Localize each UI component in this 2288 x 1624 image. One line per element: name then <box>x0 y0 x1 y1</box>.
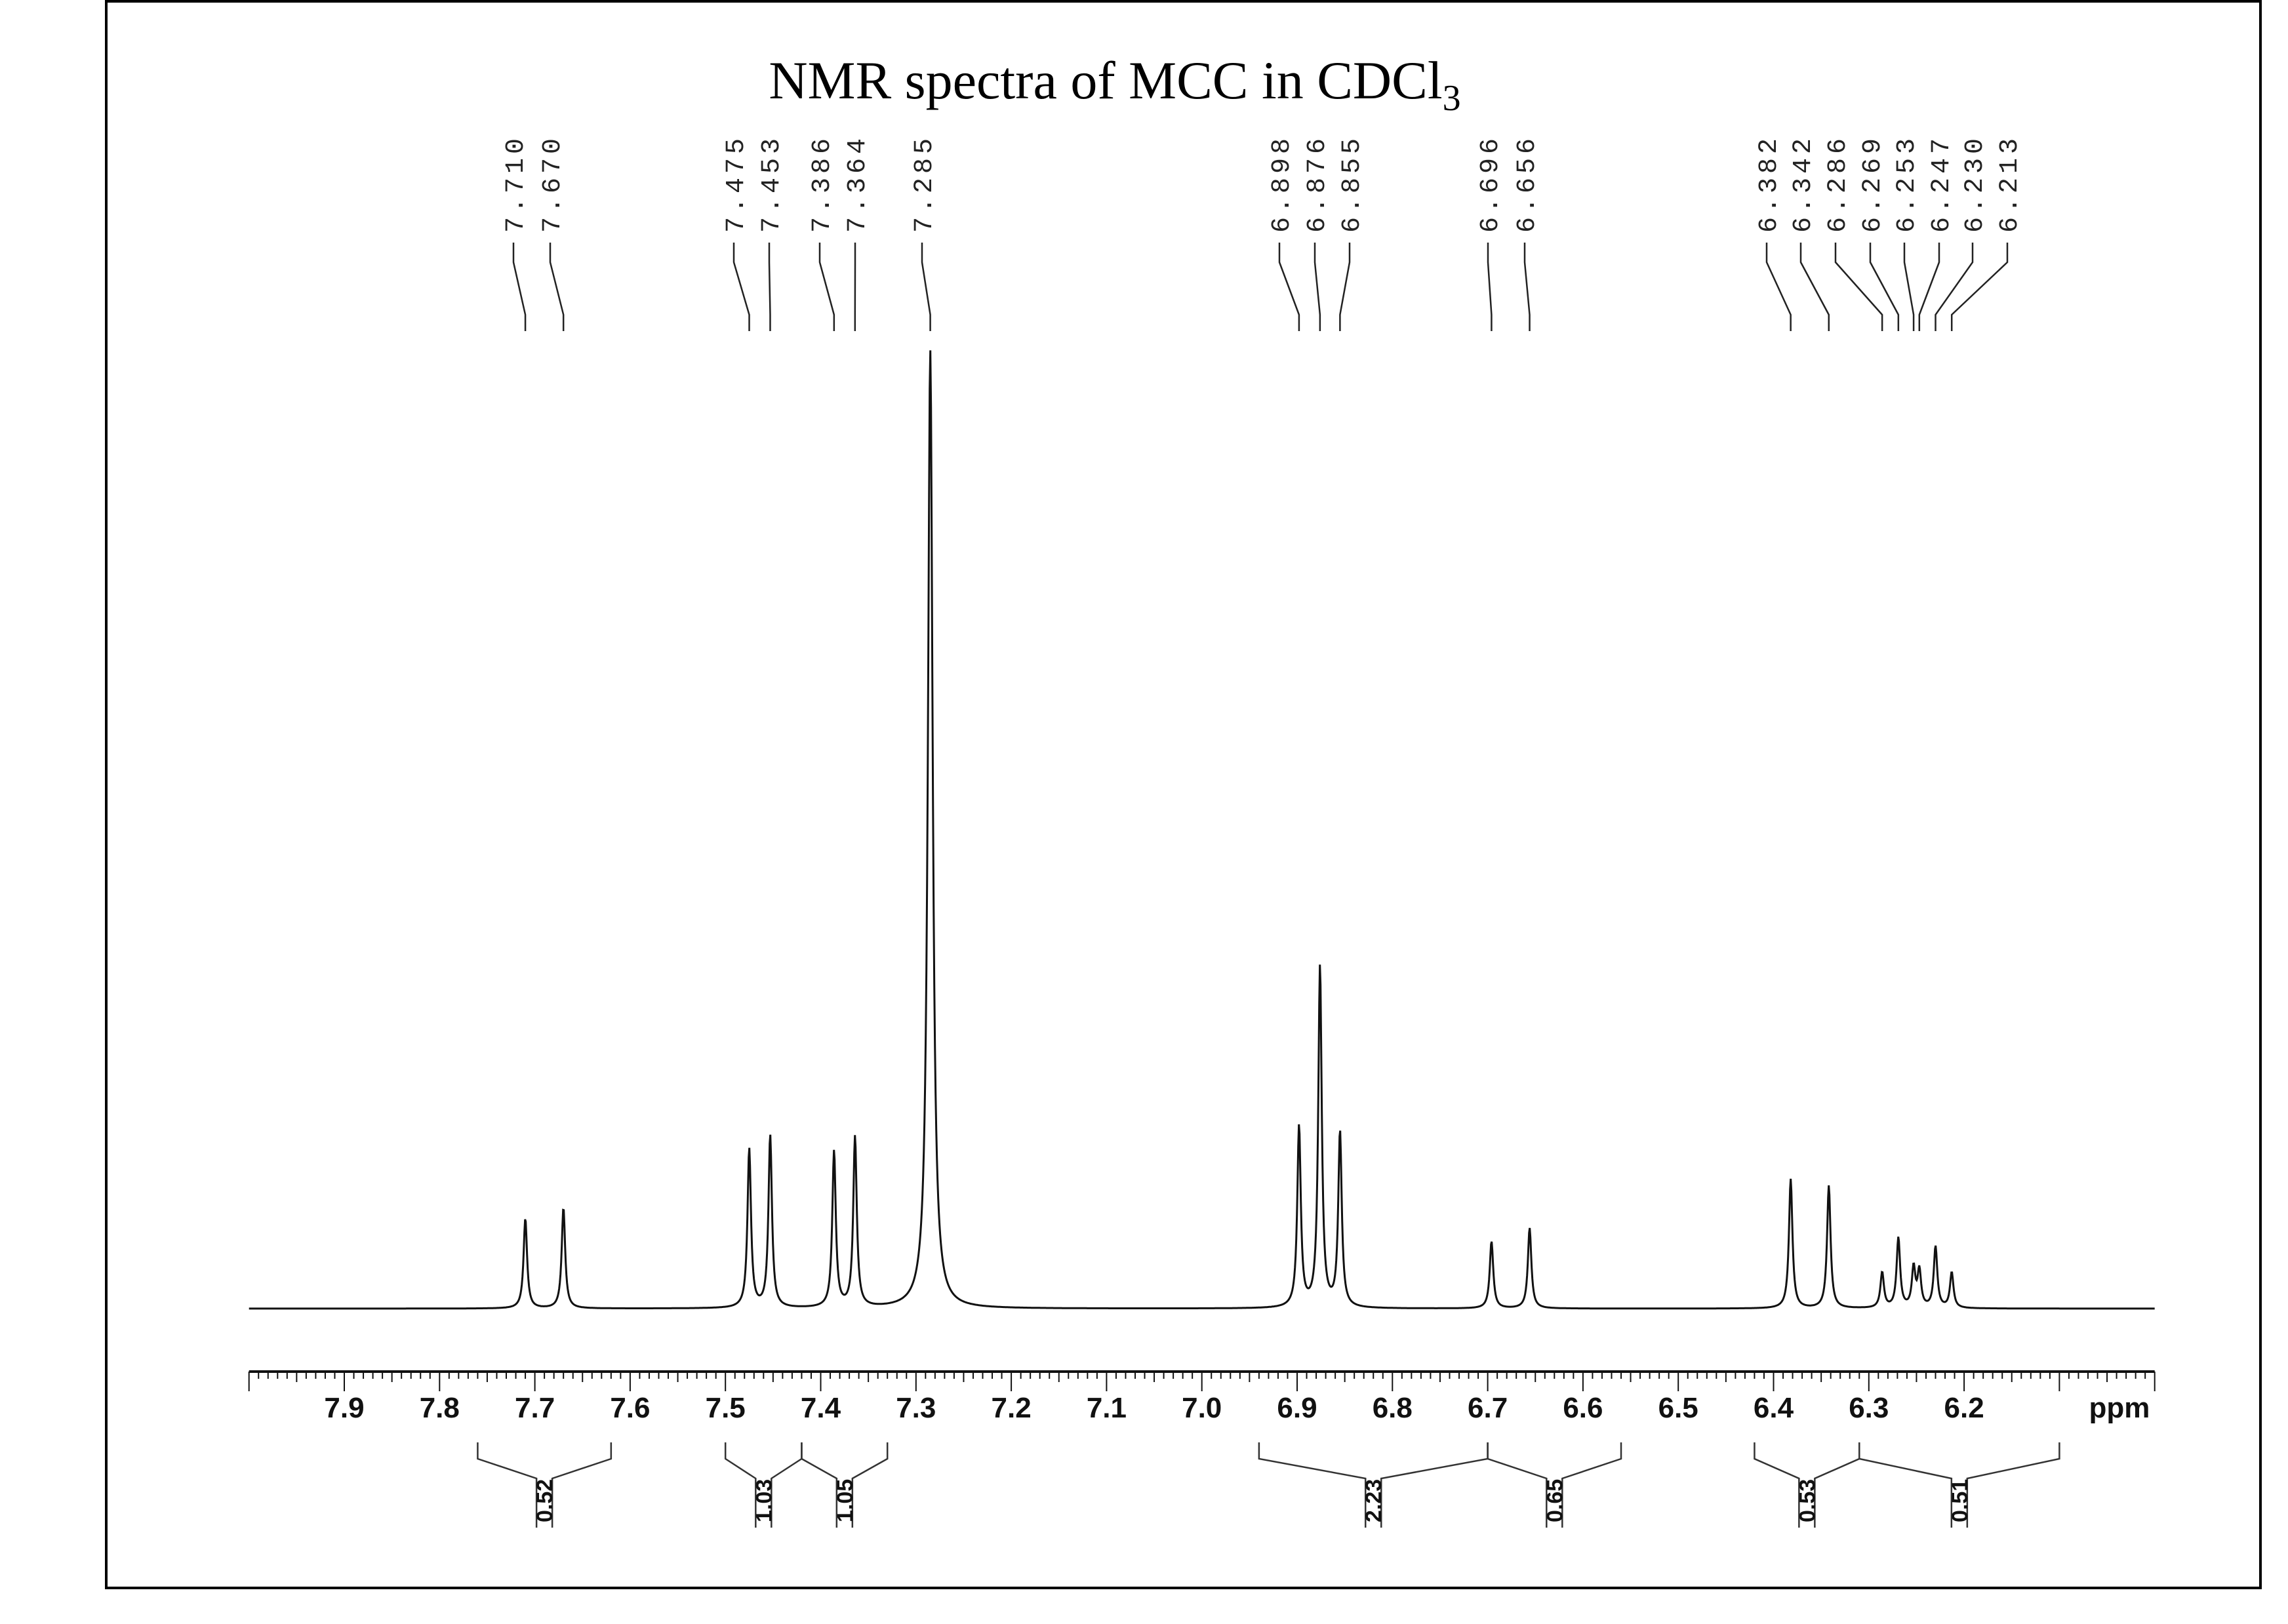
peak-marker-line <box>1903 243 1915 331</box>
tick-label: 6.5 <box>1658 1392 1698 1424</box>
peak-label: 6.382 <box>1755 134 1784 233</box>
integrals: 0.52 1.03 1.05 2.23 0.65 0.53 0.51 <box>477 1442 2060 1528</box>
tick-label: 7.6 <box>610 1392 650 1424</box>
peak-label: 6.213 <box>1996 134 2025 233</box>
figure-frame <box>105 0 2262 1589</box>
peak-label: 6.269 <box>1858 134 1888 233</box>
tick-label: 7.2 <box>992 1392 1032 1424</box>
peak-marker-line <box>1834 243 1883 331</box>
integral-value: 0.53 <box>1795 1479 1820 1522</box>
integral-bracket <box>801 1442 889 1528</box>
peak-label: 7.285 <box>910 134 940 233</box>
ppm-axis: 7.9 7.8 7.7 7.6 7.5 7.4 7.3 7.2 7.1 7.0 6.9 6.8 6.7 6… <box>248 1370 2156 1424</box>
tick-label: 6.3 <box>1849 1392 1889 1424</box>
peak-marker-line <box>1799 243 1830 331</box>
peak-marker-line <box>1339 243 1351 331</box>
tick-label: 6.9 <box>1277 1392 1317 1424</box>
integral-value: 0.52 <box>532 1479 557 1522</box>
tick-label: 6.6 <box>1563 1392 1603 1424</box>
peak-marker-line <box>1950 243 2009 331</box>
tick-label: 7.8 <box>420 1392 460 1424</box>
tick-label: 6.4 <box>1754 1392 1794 1424</box>
integral-value: 0.65 <box>1542 1479 1567 1522</box>
peak-marker-line <box>1918 243 1940 331</box>
peak-marker-line <box>733 243 750 331</box>
integral-bracket <box>477 1442 612 1528</box>
peak-label: 7.670 <box>538 134 568 233</box>
peak-label: 6.876 <box>1303 134 1333 233</box>
integral-value: 1.05 <box>833 1479 858 1522</box>
peak-label: 7.475 <box>722 134 752 233</box>
peak-label: 7.710 <box>502 134 531 233</box>
tick-label: 6.2 <box>1944 1392 1984 1424</box>
peak-marker-line <box>1487 243 1493 331</box>
tick-label: 7.3 <box>896 1392 936 1424</box>
tick-label: 6.7 <box>1468 1392 1508 1424</box>
integral-value: 2.23 <box>1361 1479 1386 1522</box>
tick-label: 7.1 <box>1087 1392 1127 1424</box>
peak-label: 7.386 <box>808 134 837 233</box>
tick-label: 7.7 <box>515 1392 555 1424</box>
x-axis-label: ppm <box>2089 1392 2150 1424</box>
peak-label: 6.286 <box>1824 134 1853 233</box>
peak-label: 6.696 <box>1476 134 1506 233</box>
integral-bracket <box>1487 1442 1622 1528</box>
tick-label: 7.9 <box>324 1392 364 1424</box>
tick-label: 6.8 <box>1373 1392 1413 1424</box>
peak-marker-line <box>768 243 771 331</box>
tick-label: 7.5 <box>706 1392 746 1424</box>
peak-marker-line <box>1314 243 1321 331</box>
peak-marker-line <box>549 243 565 331</box>
peak-marker-line <box>512 243 527 331</box>
peak-label: 6.898 <box>1268 134 1297 233</box>
tick-label: 7.0 <box>1182 1392 1222 1424</box>
integral-value: 1.03 <box>752 1479 776 1522</box>
integral-bracket <box>1858 1442 2060 1528</box>
peak-marker-line <box>1935 243 1974 331</box>
peak-marker-line <box>818 243 835 331</box>
peak-label: 6.855 <box>1338 134 1367 233</box>
peak-label: 7.364 <box>843 134 873 233</box>
peak-marker-line <box>1523 243 1531 331</box>
peak-marker-line <box>921 243 931 331</box>
peak-label: 6.253 <box>1893 134 1922 233</box>
chart-title: NMR spectra of MCC in CDCl3 <box>769 50 1460 119</box>
peak-label: 7.453 <box>757 134 787 233</box>
peak-marker-line <box>1278 243 1300 331</box>
peak-marker-line <box>1765 243 1792 331</box>
integral-value: 0.51 <box>1948 1479 1973 1522</box>
peak-marker-line <box>1869 243 1900 331</box>
peak-label: 6.342 <box>1789 134 1818 233</box>
peak-label: 6.656 <box>1513 134 1542 233</box>
peak-label: 6.230 <box>1961 134 1990 233</box>
tick-label: 7.4 <box>801 1392 841 1424</box>
peak-labels: 7.710 7.670 7.475 7.453 7.386 7.364 7.285 6.898… <box>502 134 2025 331</box>
peak-label: 6.247 <box>1927 134 1957 233</box>
spectrum-line <box>249 350 2155 1310</box>
